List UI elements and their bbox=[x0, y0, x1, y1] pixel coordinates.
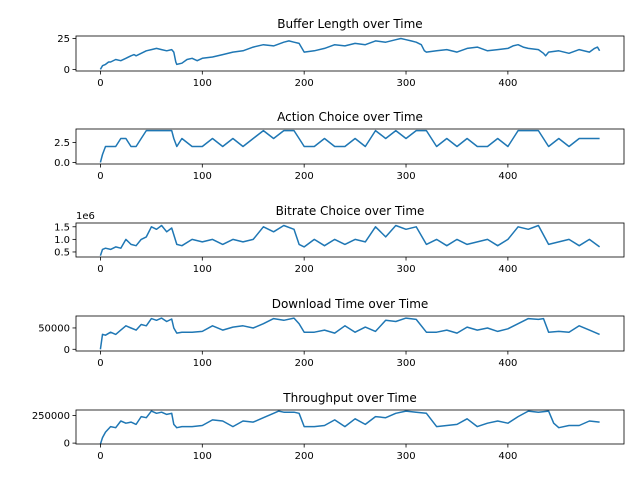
x-tick-label: 0 bbox=[97, 171, 103, 182]
x-tick-label: 0 bbox=[97, 78, 103, 89]
subplot-2: Action Choice over Time 0 100 200 300 400 0.0 2… bbox=[54, 110, 625, 182]
x-tick-label: 0 bbox=[97, 451, 103, 462]
series-line bbox=[99, 410, 600, 445]
series-line bbox=[99, 317, 600, 350]
y-tick-label: 2.5 bbox=[54, 138, 70, 149]
x-tick-label: 0 bbox=[97, 264, 103, 275]
x-tick-label: 300 bbox=[396, 171, 415, 182]
x-tick-label: 200 bbox=[295, 171, 314, 182]
y-tick-label: 1.5 bbox=[54, 222, 70, 233]
x-tick-label: 200 bbox=[295, 451, 314, 462]
subplot-1: Buffer Length over Time 0 100 200 300 400 0 25 bbox=[57, 17, 625, 89]
subplot-title: Throughput over Time bbox=[282, 391, 416, 405]
x-tick-label: 400 bbox=[498, 171, 517, 182]
subplot-3: Bitrate Choice over Time 0 100 200 300 400 0.5… bbox=[54, 204, 625, 275]
x-tick-label: 100 bbox=[193, 264, 212, 275]
y-tick-label: 250000 bbox=[32, 411, 70, 422]
subplot-title: Action Choice over Time bbox=[277, 110, 423, 124]
axes-frame bbox=[75, 128, 625, 165]
x-tick-label: 200 bbox=[295, 78, 314, 89]
x-tick-label: 200 bbox=[295, 264, 314, 275]
y-offset-label: 1e6 bbox=[76, 211, 95, 222]
subplot-4: Download Time over Time 0 100 200 300 400 0 500… bbox=[38, 297, 625, 369]
x-tick-label: 100 bbox=[193, 451, 212, 462]
y-tick-label: 1.0 bbox=[54, 235, 70, 246]
series-line bbox=[99, 37, 601, 70]
y-tick-label: 0 bbox=[64, 439, 70, 450]
x-tick-label: 100 bbox=[193, 78, 212, 89]
y-tick-label: 25 bbox=[57, 34, 70, 45]
x-tick-label: 400 bbox=[498, 264, 517, 275]
y-tick-label: 0 bbox=[64, 65, 70, 76]
axes-frame bbox=[75, 35, 625, 72]
subplot-title: Buffer Length over Time bbox=[277, 17, 422, 31]
axes-frame bbox=[75, 315, 625, 352]
x-tick-label: 300 bbox=[396, 264, 415, 275]
series-line bbox=[99, 224, 601, 256]
y-tick-label: 0 bbox=[64, 345, 70, 356]
y-tick-label: 0.0 bbox=[54, 158, 70, 169]
x-tick-label: 400 bbox=[498, 451, 517, 462]
x-tick-label: 400 bbox=[498, 358, 517, 369]
x-tick-label: 300 bbox=[396, 358, 415, 369]
x-tick-label: 400 bbox=[498, 78, 517, 89]
subplot-title: Bitrate Choice over Time bbox=[276, 204, 425, 218]
x-tick-label: 300 bbox=[396, 78, 415, 89]
x-tick-label: 200 bbox=[295, 358, 314, 369]
y-tick-label: 0.5 bbox=[54, 247, 70, 258]
y-tick-label: 50000 bbox=[38, 323, 70, 334]
x-tick-label: 0 bbox=[97, 358, 103, 369]
subplot-5: Throughput over Time 0 100 200 300 400 0 250000 bbox=[32, 391, 625, 462]
x-tick-label: 100 bbox=[193, 358, 212, 369]
subplot-title: Download Time over Time bbox=[272, 297, 429, 311]
axes-frame bbox=[75, 222, 625, 258]
x-tick-label: 100 bbox=[193, 171, 212, 182]
x-tick-label: 300 bbox=[396, 451, 415, 462]
series-line bbox=[99, 129, 600, 163]
axes-frame bbox=[75, 409, 625, 445]
